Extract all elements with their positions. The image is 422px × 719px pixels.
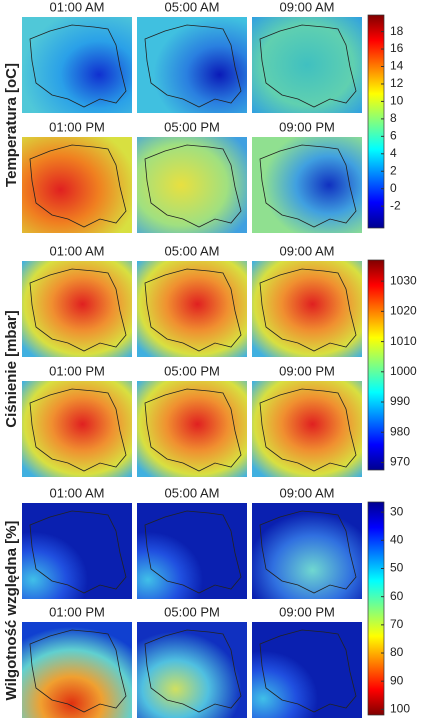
- map-panel: [252, 17, 362, 113]
- map-panel: [137, 137, 247, 233]
- map-panel: [252, 261, 362, 357]
- colorbar-tick-label: 1020: [390, 304, 417, 318]
- colorbar-tick-label: 970: [390, 455, 410, 469]
- panel-title: 09:00 AM: [280, 0, 335, 14]
- colorbar-tick-label: 90: [390, 673, 404, 687]
- country-outline: [29, 629, 127, 713]
- group-label: Wilgotność względna [%]: [3, 521, 20, 701]
- colorbar-tick-label: 70: [390, 617, 404, 631]
- colorbar-tick-label: 40: [390, 532, 404, 546]
- colorbar-tick-label: 50: [390, 561, 404, 575]
- map-panel: [252, 381, 362, 477]
- group-label: Ciśnienie [mbar]: [3, 310, 20, 428]
- group-label: Temperatura [oC]: [3, 63, 20, 187]
- country-outline: [29, 24, 127, 108]
- colorbar-tick-label: 60: [390, 589, 404, 603]
- country-outline: [144, 24, 242, 108]
- colorbar-tick-label: 12: [390, 76, 404, 90]
- panel-title: 09:00 PM: [279, 363, 335, 378]
- map-panel: [252, 622, 362, 718]
- panel-title: 09:00 AM: [280, 485, 335, 500]
- country-outline: [144, 510, 242, 594]
- colorbar-tick-label: 80: [390, 645, 404, 659]
- colorbar-tick-label: -2: [390, 198, 401, 212]
- panel-title: 01:00 AM: [50, 243, 105, 258]
- colorbar: [367, 14, 385, 229]
- map-panel: [137, 381, 247, 477]
- colorbar-tick-label: 14: [390, 59, 404, 73]
- country-outline: [259, 268, 357, 352]
- colorbar-tick-label: 18: [390, 24, 404, 38]
- country-outline: [144, 388, 242, 472]
- country-outline: [29, 388, 127, 472]
- map-panel: [137, 261, 247, 357]
- panel-title: 01:00 AM: [50, 485, 105, 500]
- panel-title: 05:00 AM: [165, 485, 220, 500]
- colorbar-tick-label: 0: [390, 181, 397, 195]
- colorbar-tick-label: 6: [390, 129, 397, 143]
- panel-title: 01:00 PM: [49, 119, 105, 134]
- country-outline: [144, 629, 242, 713]
- country-outline: [259, 510, 357, 594]
- map-panel: [137, 622, 247, 718]
- colorbar-tick-label: 2: [390, 163, 397, 177]
- panel-title: 05:00 AM: [165, 243, 220, 258]
- panel-title: 05:00 PM: [164, 363, 220, 378]
- map-panel: [22, 381, 132, 477]
- map-panel: [137, 17, 247, 113]
- country-outline: [144, 144, 242, 228]
- country-outline: [259, 144, 357, 228]
- colorbar: [367, 259, 385, 471]
- panel-title: 05:00 PM: [164, 604, 220, 619]
- colorbar-tick-label: 980: [390, 424, 410, 438]
- colorbar: [367, 501, 385, 716]
- country-outline: [29, 510, 127, 594]
- panel-title: 09:00 AM: [280, 243, 335, 258]
- colorbar-tick-label: 8: [390, 111, 397, 125]
- map-panel: [22, 503, 132, 599]
- panel-title: 01:00 PM: [49, 363, 105, 378]
- country-outline: [259, 24, 357, 108]
- country-outline: [259, 388, 357, 472]
- colorbar-tick-label: 16: [390, 41, 404, 55]
- colorbar-tick-label: 4: [390, 146, 397, 160]
- colorbar-tick-label: 100: [390, 702, 410, 716]
- colorbar-tick-label: 1000: [390, 364, 417, 378]
- map-panel: [22, 17, 132, 113]
- country-outline: [29, 268, 127, 352]
- panel-title: 05:00 AM: [165, 0, 220, 14]
- map-panel: [22, 622, 132, 718]
- colorbar-tick-label: 10: [390, 94, 404, 108]
- map-panel: [252, 137, 362, 233]
- panel-title: 01:00 PM: [49, 604, 105, 619]
- colorbar-tick-label: 30: [390, 504, 404, 518]
- country-outline: [259, 629, 357, 713]
- panel-title: 09:00 PM: [279, 604, 335, 619]
- colorbar-tick-label: 1030: [390, 273, 417, 287]
- panel-title: 05:00 PM: [164, 119, 220, 134]
- country-outline: [144, 268, 242, 352]
- colorbar-tick-label: 990: [390, 394, 410, 408]
- map-panel: [22, 137, 132, 233]
- panel-title: 01:00 AM: [50, 0, 105, 14]
- panel-title: 09:00 PM: [279, 119, 335, 134]
- colorbar-tick-label: 1010: [390, 334, 417, 348]
- country-outline: [29, 144, 127, 228]
- map-panel: [137, 503, 247, 599]
- map-panel: [22, 261, 132, 357]
- map-panel: [252, 503, 362, 599]
